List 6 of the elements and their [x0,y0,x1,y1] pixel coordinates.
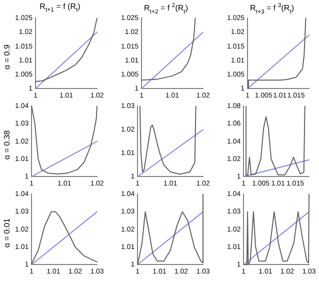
chart-title: R$_{t+2}$ = f $^{2}$(R$_{t}$) [143,2,189,16]
chart-title: R$_{t+1}$ = f (R$_{t}$) [38,1,82,14]
y-axis-title: α = 0.01 [2,218,12,248]
y-axis-title: α = 0.9 [2,44,12,70]
y-axis-title: α = 0.38 [2,130,12,160]
chart-title: R$_{t+3}$ = f $^{3}$(R$_{t}$) [249,2,295,16]
